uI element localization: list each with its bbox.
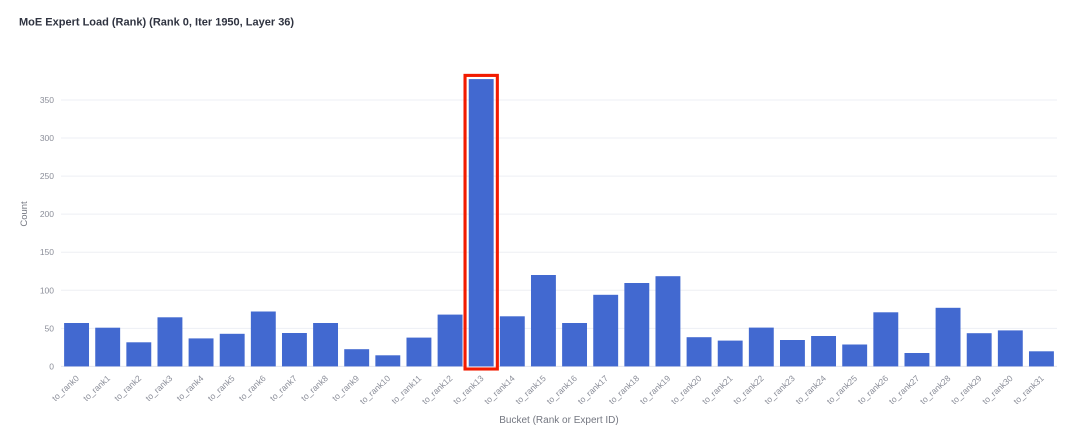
svg-text:Count: Count <box>19 201 30 227</box>
svg-text:0: 0 <box>49 361 54 371</box>
svg-text:50: 50 <box>45 323 55 333</box>
svg-text:300: 300 <box>40 133 54 143</box>
svg-text:MoE Expert Load (Rank) (Rank 0: MoE Expert Load (Rank) (Rank 0, Iter 195… <box>19 17 294 29</box>
svg-text:150: 150 <box>40 247 54 257</box>
svg-text:200: 200 <box>40 209 54 219</box>
svg-text:100: 100 <box>40 285 54 295</box>
svg-text:250: 250 <box>40 171 54 181</box>
svg-text:350: 350 <box>40 95 54 105</box>
svg-text:Bucket (Rank or Expert ID): Bucket (Rank or Expert ID) <box>499 415 618 426</box>
